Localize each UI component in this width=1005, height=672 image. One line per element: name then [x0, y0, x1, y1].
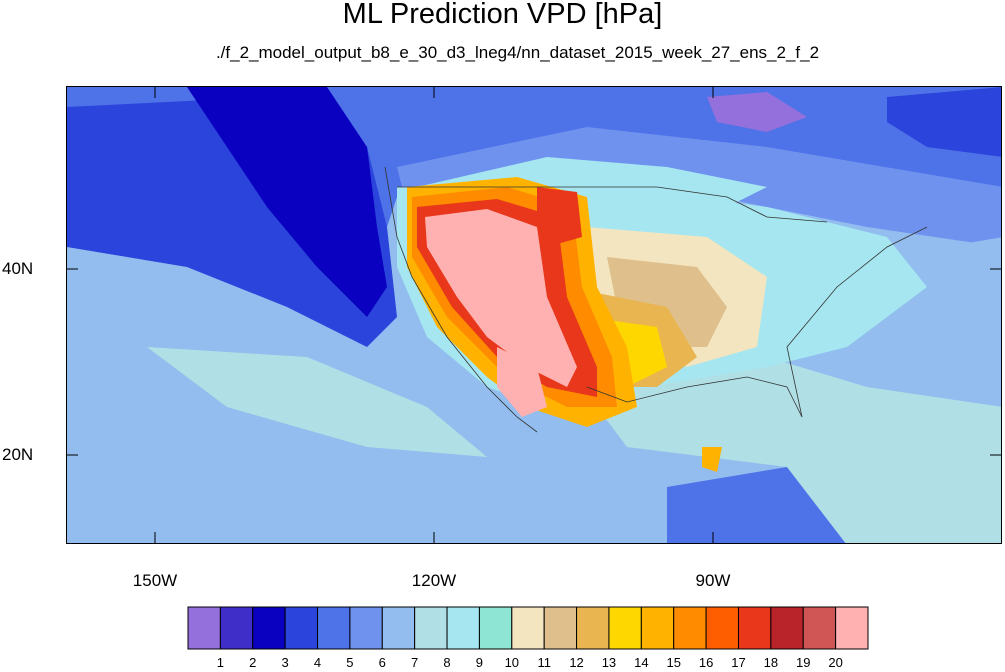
colorbar-tick-label: 14: [634, 655, 649, 670]
field-canada-blue: [887, 87, 1001, 157]
lat-label-40n: 40N: [2, 259, 34, 278]
field-baja-core: [497, 347, 547, 417]
colorbar-swatch: [187, 606, 221, 650]
colorbar-tick-label: 13: [601, 655, 617, 670]
colorbar-tick-label: 19: [796, 655, 811, 670]
colorbar-swatch: [284, 606, 319, 650]
colorbar-tick-label: 8: [443, 655, 451, 670]
colorbar-tick-label: 2: [249, 655, 257, 670]
colorbar-swatch: [414, 606, 448, 650]
colorbar-tick-label: 1: [216, 655, 224, 670]
colorbar-swatch: [478, 606, 513, 650]
field-caribbean-hot: [702, 447, 722, 472]
colorbar-swatch: [640, 606, 675, 650]
colorbar-swatch: [835, 606, 869, 650]
colorbar-swatch: [381, 606, 416, 650]
colorbar-tick-label: 6: [378, 655, 386, 670]
colorbar-tick-label: 16: [698, 655, 714, 670]
colorbar-swatch: [446, 606, 480, 650]
colorbar-tick-label: 20: [828, 655, 843, 670]
colorbar-tick-label: 15: [666, 655, 681, 670]
colorbar-swatch: [511, 606, 545, 650]
colorbar-tick-label: 7: [411, 655, 419, 670]
vpd-map: [66, 86, 1002, 544]
colorbar-tick-label: 10: [504, 655, 520, 670]
colorbar-tick-label: 12: [569, 655, 584, 670]
colorbar-tick-label: 9: [475, 655, 484, 670]
coastline-west: [384, 166, 538, 433]
field-gulf-pale: [567, 357, 1001, 543]
colorbar-swatch: [252, 606, 286, 650]
vpd-field: [67, 87, 1001, 543]
lat-label-20n: 20N: [2, 445, 34, 464]
colorbar-swatch: [608, 606, 642, 650]
colorbar: [187, 606, 869, 650]
field-east-pacific-pale: [147, 347, 487, 457]
border-us-canada: [397, 186, 828, 223]
colorbar-swatch: [673, 606, 707, 650]
field-canada-purple: [707, 92, 807, 132]
colorbar-tick-label: 5: [346, 655, 354, 670]
field-pacific-core: [187, 87, 387, 317]
colorbar-swatch: [705, 606, 739, 650]
lon-label-90w: 90W: [695, 571, 731, 590]
field-south-pacific-dark: [667, 467, 846, 543]
colorbar-swatch: [349, 606, 383, 650]
colorbar-tick-label: 3: [281, 655, 289, 670]
field-montana-hot: [537, 187, 582, 247]
colorbar-swatch: [317, 606, 351, 650]
map-subtitle: ./f_2_model_output_b8_e_30_d3_lneg4/nn_d…: [215, 43, 820, 62]
lon-label-120w: 120W: [411, 571, 457, 590]
colorbar-tick-label: 18: [763, 655, 779, 670]
colorbar-tick-label: 17: [731, 655, 746, 670]
colorbar-swatch: [737, 606, 772, 650]
colorbar-swatch: [543, 606, 578, 650]
coastline-gulf: [586, 376, 803, 418]
map-title: ML Prediction VPD [hPa]: [342, 0, 663, 30]
lon-label-150w: 150W: [132, 571, 178, 590]
colorbar-swatch: [576, 606, 610, 650]
field-west-core: [425, 209, 577, 387]
coastline-east: [786, 226, 928, 418]
colorbar-tick-label: 11: [537, 655, 551, 670]
colorbar-tick-label: 4: [313, 655, 322, 670]
colorbar-swatch: [770, 606, 804, 650]
colorbar-swatch: [219, 606, 254, 650]
colorbar-swatch: [802, 606, 837, 650]
